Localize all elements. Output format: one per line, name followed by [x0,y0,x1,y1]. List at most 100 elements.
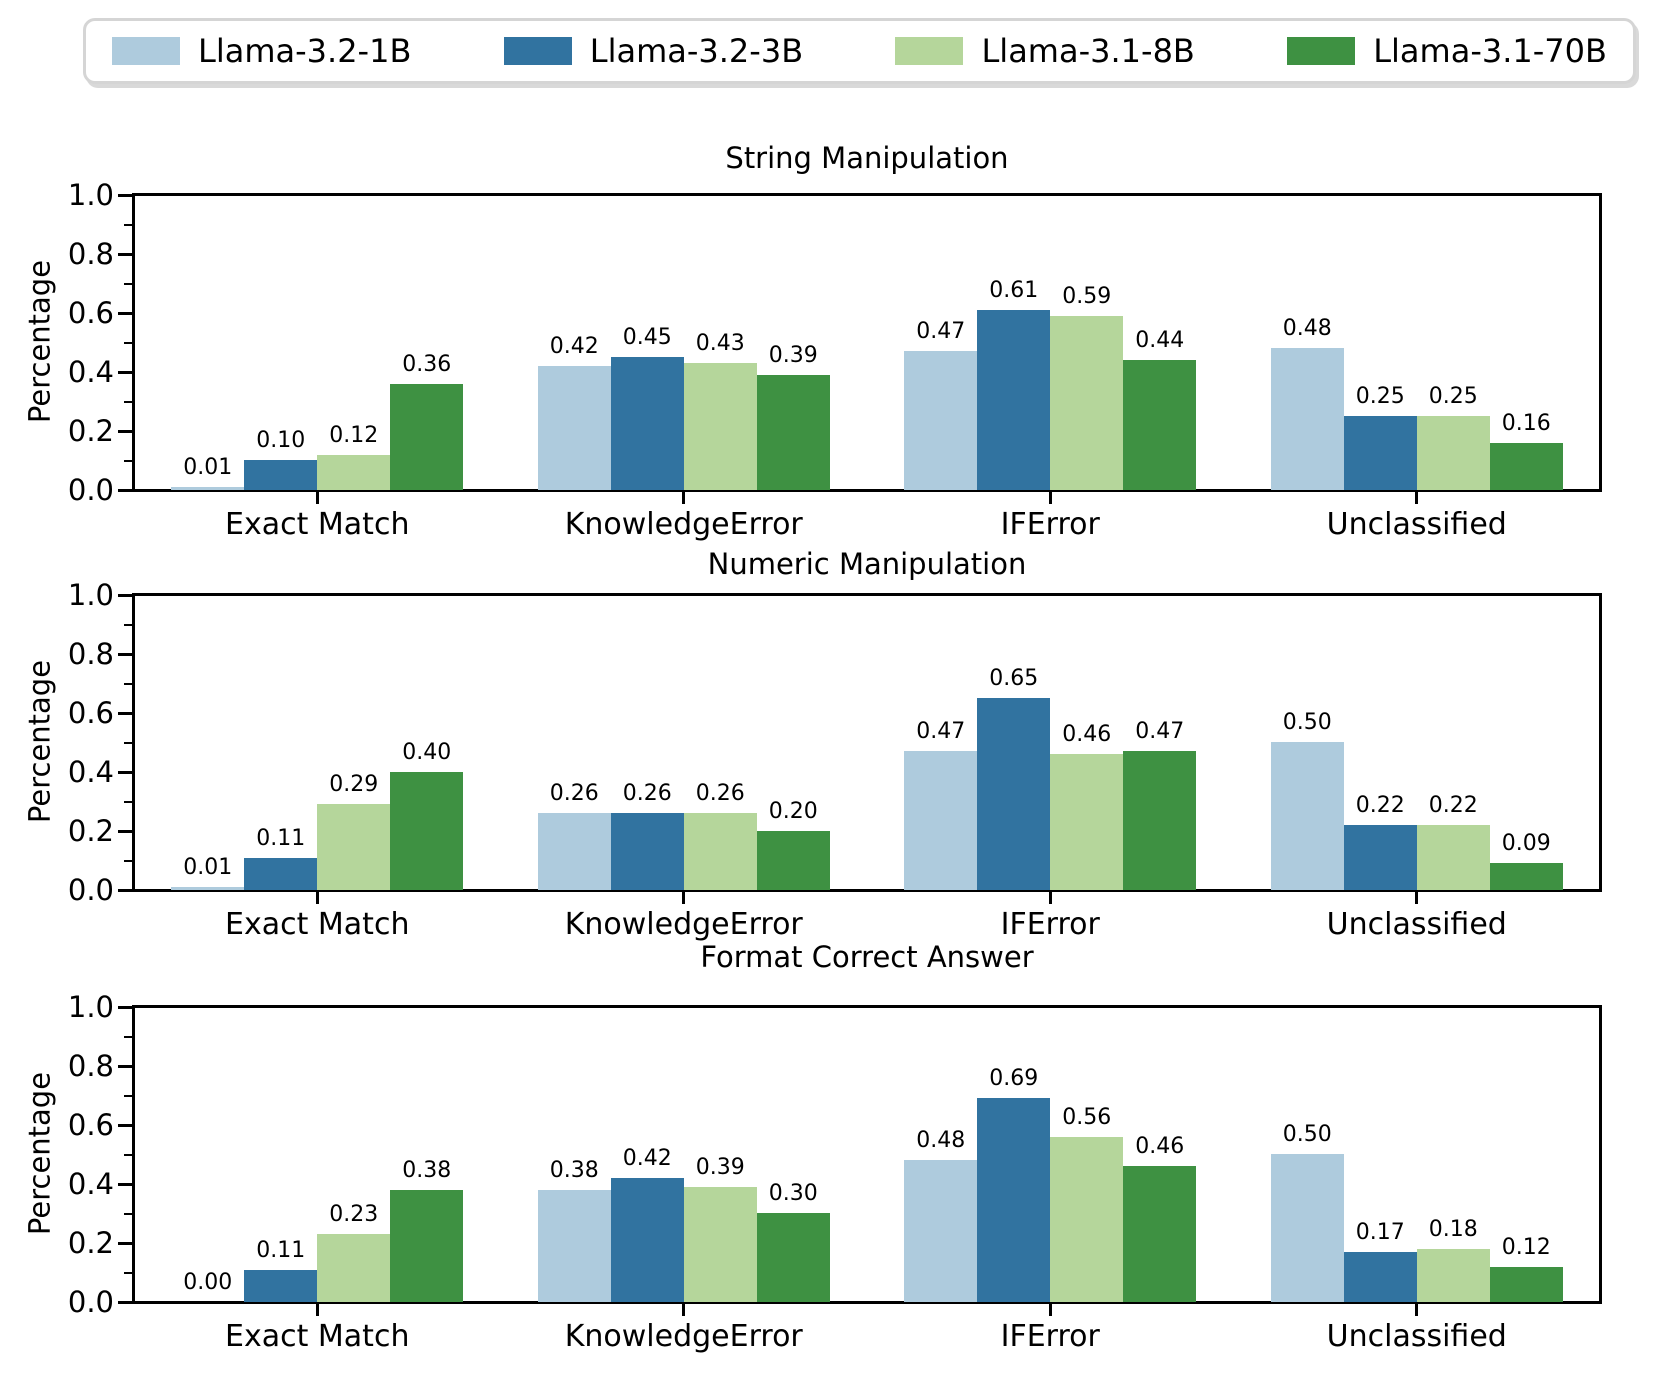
x-tick-label: Exact Match [225,507,410,542]
y-tick [118,1182,132,1186]
bar-Llama-3.1-70B-exact-match [390,772,464,890]
bar-Llama-3.2-3B-knowledgeerror [610,1178,684,1302]
bar-value-label: 0.12 [1501,1235,1551,1260]
bar-Llama-3.2-1B-unclassified [1270,742,1344,890]
bar-value-label: 0.25 [1428,384,1478,409]
bar-value-label: 0.25 [1355,384,1405,409]
bar-value-label: 0.56 [1062,1105,1112,1130]
y-tick [118,370,132,374]
legend-item: Llama-3.2-1B [112,35,411,67]
y-axis-label: Percentage [22,659,57,823]
bar-value-label: 0.16 [1501,411,1551,436]
y-tick [118,888,132,892]
x-tick [1048,492,1052,504]
bar-value-label: 0.45 [622,325,672,350]
bar-Llama-3.1-8B-exact-match [317,804,391,890]
bar-value-label: 0.01 [183,455,233,480]
bar-Llama-3.2-3B-unclassified [1343,825,1417,890]
bar-value-label: 0.47 [916,319,966,344]
bar-Llama-3.1-8B-unclassified [1416,1249,1490,1302]
bar-Llama-3.1-70B-unclassified [1489,863,1563,890]
bar-value-label: 0.39 [768,343,818,368]
y-tick-label: 0.0 [67,1285,114,1319]
bar-value-label: 0.50 [1282,1122,1332,1147]
bar-value-label: 0.22 [1428,793,1478,818]
x-tick-label: KnowledgeError [564,1319,803,1354]
bar-Llama-3.2-1B-knowledgeerror [537,366,611,490]
bar-value-label: 0.12 [329,423,379,448]
bar-value-label: 0.26 [695,781,745,806]
bar-Llama-3.1-70B-exact-match [390,1190,464,1302]
x-tick-label: KnowledgeError [564,507,803,542]
x-tick [315,1304,319,1316]
y-tick-label: 0.2 [67,1226,114,1260]
x-tick-label: IFError [1000,907,1100,942]
bar-Llama-3.1-70B-exact-match [390,384,464,490]
x-tick-label: Unclassified [1326,1319,1507,1354]
legend-item: Llama-3.1-70B [1287,35,1607,67]
legend-swatch [112,37,180,65]
bar-value-label: 0.01 [183,855,233,880]
bar-Llama-3.1-70B-unclassified [1489,443,1563,490]
x-tick [315,892,319,904]
bar-value-label: 0.38 [549,1158,599,1183]
y-tick [124,1035,132,1038]
bar-Llama-3.2-1B-iferror [904,351,978,490]
legend-swatch [1287,37,1356,65]
bar-Llama-3.2-3B-knowledgeerror [610,357,684,490]
bar-value-label: 0.42 [549,334,599,359]
subplot-title: Numeric Manipulation [707,547,1027,581]
bar-Llama-3.1-8B-knowledgeerror [683,1187,757,1302]
y-tick [118,1064,132,1068]
y-tick-label: 0.0 [67,473,114,507]
bar-value-label: 0.09 [1501,831,1551,856]
y-axis-label: Percentage [22,1071,57,1235]
legend-swatch [895,37,964,65]
bar-value-label: 0.38 [402,1158,452,1183]
y-tick [124,682,132,685]
bar-value-label: 0.30 [768,1181,818,1206]
bar-value-label: 0.61 [989,278,1039,303]
bar-Llama-3.1-70B-iferror [1123,751,1197,890]
bar-value-label: 0.23 [329,1202,379,1227]
bar-Llama-3.1-8B-iferror [1050,1137,1124,1302]
bar-Llama-3.2-1B-exact-match [171,487,245,490]
y-tick-label: 0.4 [67,1167,114,1201]
bar-value-label: 0.43 [695,331,745,356]
y-tick [118,1300,132,1304]
bar-value-label: 0.22 [1355,793,1405,818]
y-tick [124,1153,132,1156]
x-tick-label: Exact Match [225,907,410,942]
x-tick [682,892,686,904]
bar-value-label: 0.11 [256,1238,306,1263]
y-tick [118,193,132,197]
bar-Llama-3.1-8B-iferror [1050,316,1124,490]
bar-value-label: 0.69 [989,1066,1039,1091]
x-tick [682,1304,686,1316]
x-tick-label: Unclassified [1326,507,1507,542]
y-tick [118,593,132,597]
y-tick [124,223,132,226]
bar-Llama-3.2-1B-iferror [904,751,978,890]
bar-Llama-3.2-3B-iferror [977,1098,1051,1302]
legend-swatch [503,37,572,65]
x-tick-label: IFError [1000,1319,1100,1354]
bar-value-label: 0.40 [402,740,452,765]
legend-item: Llama-3.2-3B [503,35,803,67]
bar-value-label: 0.48 [916,1128,966,1153]
y-tick [124,623,132,626]
bar-value-label: 0.11 [256,826,306,851]
x-tick [1048,1304,1052,1316]
legend: Llama-3.2-1B Llama-3.2-3B Llama-3.1-8B Llam… [83,18,1636,84]
y-tick [118,252,132,256]
bar-value-label: 0.26 [549,781,599,806]
bar-Llama-3.1-70B-iferror [1123,360,1197,490]
y-tick [118,1241,132,1245]
bar-value-label: 0.36 [402,352,452,377]
bar-Llama-3.2-3B-iferror [977,310,1051,490]
bar-value-label: 0.26 [622,781,672,806]
y-tick [118,488,132,492]
y-tick-label: 0.0 [67,873,114,907]
bar-Llama-3.1-8B-exact-match [317,1234,391,1302]
